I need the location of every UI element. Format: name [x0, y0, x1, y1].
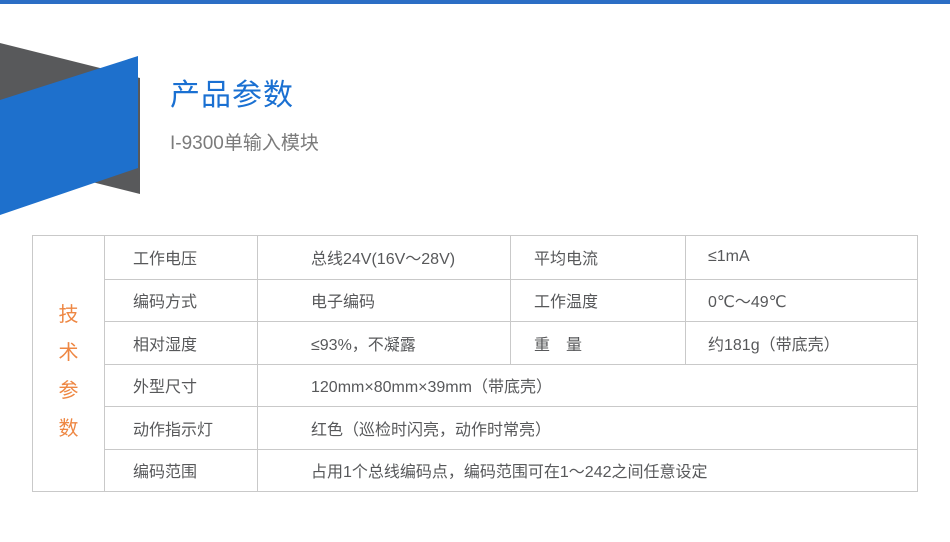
side-label-char: 技 [58, 303, 79, 326]
param-value: 总线24V(16V～28V) [257, 236, 510, 279]
side-label-char: 参 [58, 379, 79, 402]
top-accent-bar [0, 0, 950, 4]
page-subtitle: I-9300单输入模块 [170, 133, 319, 154]
param-value: 红色（巡检时闪亮，动作时常亮） [257, 406, 917, 449]
page-title: 产品参数 [170, 79, 294, 112]
param-value: 0℃～49℃ [685, 278, 917, 321]
param-value: ≤1mA [685, 236, 917, 279]
param-label: 工作温度 [510, 278, 685, 321]
decor-ribbon [0, 43, 140, 215]
param-value: 占用1个总线编码点，编码范围可在1～242之间任意设定 [257, 448, 917, 491]
param-label: 编码方式 [104, 278, 257, 321]
param-value: ≤93%，不凝露 [257, 321, 510, 364]
param-label: 重 量 [510, 321, 685, 364]
param-label: 编码范围 [104, 448, 257, 491]
param-label: 工作电压 [104, 236, 257, 279]
side-label: 技 术 参 数 [33, 236, 104, 491]
param-label: 相对湿度 [104, 321, 257, 364]
param-value: 120mm×80mm×39mm（带底壳） [257, 363, 917, 406]
param-label: 平均电流 [510, 236, 685, 279]
param-label: 动作指示灯 [104, 406, 257, 449]
param-value: 约181g（带底壳） [685, 321, 917, 364]
param-value: 电子编码 [257, 278, 510, 321]
param-label: 外型尺寸 [104, 363, 257, 406]
side-label-char: 术 [58, 341, 79, 364]
spec-table: 技 术 参 数 工作电压 总线24V(16V～28V) 平均电流 ≤1mA 编码… [32, 235, 918, 492]
ribbon-blue-shape [0, 56, 138, 215]
side-label-char: 数 [58, 417, 79, 440]
